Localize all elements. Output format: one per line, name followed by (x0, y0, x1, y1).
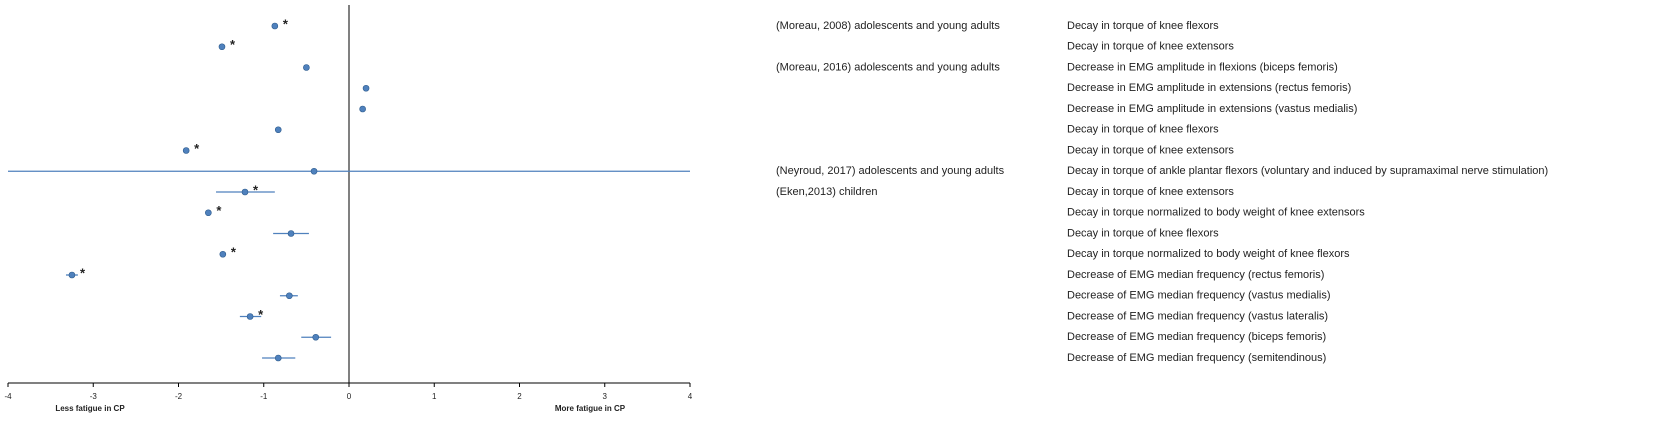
outcome-label: Decrease in EMG amplitude in extensions … (1067, 82, 1351, 94)
point (271, 22, 279, 30)
point (362, 84, 370, 92)
x-tick-label: -4 (4, 392, 12, 401)
x-label-left: Less fatigue in CP (55, 404, 125, 413)
x-tick-label: -2 (175, 392, 183, 401)
point (205, 209, 212, 217)
outcome-label: Decrease of EMG median frequency (vastus… (1067, 290, 1331, 302)
significance: * (216, 203, 222, 218)
outcome-label: Decrease in EMG amplitude in extensions … (1067, 103, 1357, 115)
point (241, 188, 249, 196)
point (303, 64, 310, 71)
x-tick-label: 2 (517, 392, 522, 401)
point (359, 105, 366, 113)
x-tick-label: 3 (603, 392, 608, 401)
study-label: (Neyroud, 2017) adolescents and young ad… (776, 165, 1005, 177)
significance: * (231, 245, 237, 260)
point (219, 250, 227, 258)
x-tick-label: -3 (90, 392, 98, 401)
significance: * (258, 307, 264, 322)
significance: * (283, 16, 289, 31)
study-label: (Moreau, 2008) adolescents and young adu… (776, 20, 1000, 32)
outcome-label: Decay in torque of ankle plantar flexors… (1067, 165, 1548, 177)
outcome-label: Decay in torque of knee extensors (1067, 41, 1234, 53)
outcome-label: Decay in torque normalized to body weigh… (1067, 248, 1350, 260)
outcome-label: Decay in torque of knee extensors (1067, 144, 1234, 156)
significance: * (230, 37, 236, 52)
significance: * (253, 182, 259, 197)
outcome-label: Decrease of EMG median frequency (vastus… (1067, 310, 1328, 322)
x-tick-label: 4 (688, 392, 693, 401)
outcome-label: Decay in torque of knee flexors (1067, 227, 1219, 239)
x-tick-label: 0 (347, 392, 352, 401)
outcome-label: Decay in torque of knee flexors (1067, 124, 1219, 136)
x-tick-label: -1 (260, 392, 268, 401)
point (287, 230, 295, 237)
point (182, 147, 190, 154)
point (218, 43, 226, 51)
point (286, 292, 293, 300)
x-tick-label: 1 (432, 392, 437, 401)
study-label: (Moreau, 2016) adolescents and young adu… (776, 61, 1000, 73)
outcome-label: Decrease of EMG median frequency (biceps… (1067, 331, 1326, 343)
point (68, 271, 76, 279)
outcome-label: Decrease in EMG amplitude in flexions (b… (1067, 61, 1338, 73)
point (274, 354, 282, 362)
point (246, 313, 254, 320)
outcome-label: Decay in torque of knee extensors (1067, 186, 1234, 198)
outcome-label: Decay in torque of knee flexors (1067, 20, 1219, 32)
outcome-label: Decrease of EMG median frequency (semite… (1067, 352, 1326, 364)
outcome-label: Decrease of EMG median frequency (rectus… (1067, 269, 1324, 281)
study-label: (Eken,2013) children (776, 186, 878, 198)
point (312, 333, 320, 341)
significance: * (194, 141, 200, 156)
x-label-right: More fatigue in CP (555, 404, 626, 413)
point (310, 167, 318, 175)
point (274, 126, 282, 134)
significance: * (80, 265, 86, 280)
outcome-label: Decay in torque normalized to body weigh… (1067, 207, 1365, 219)
